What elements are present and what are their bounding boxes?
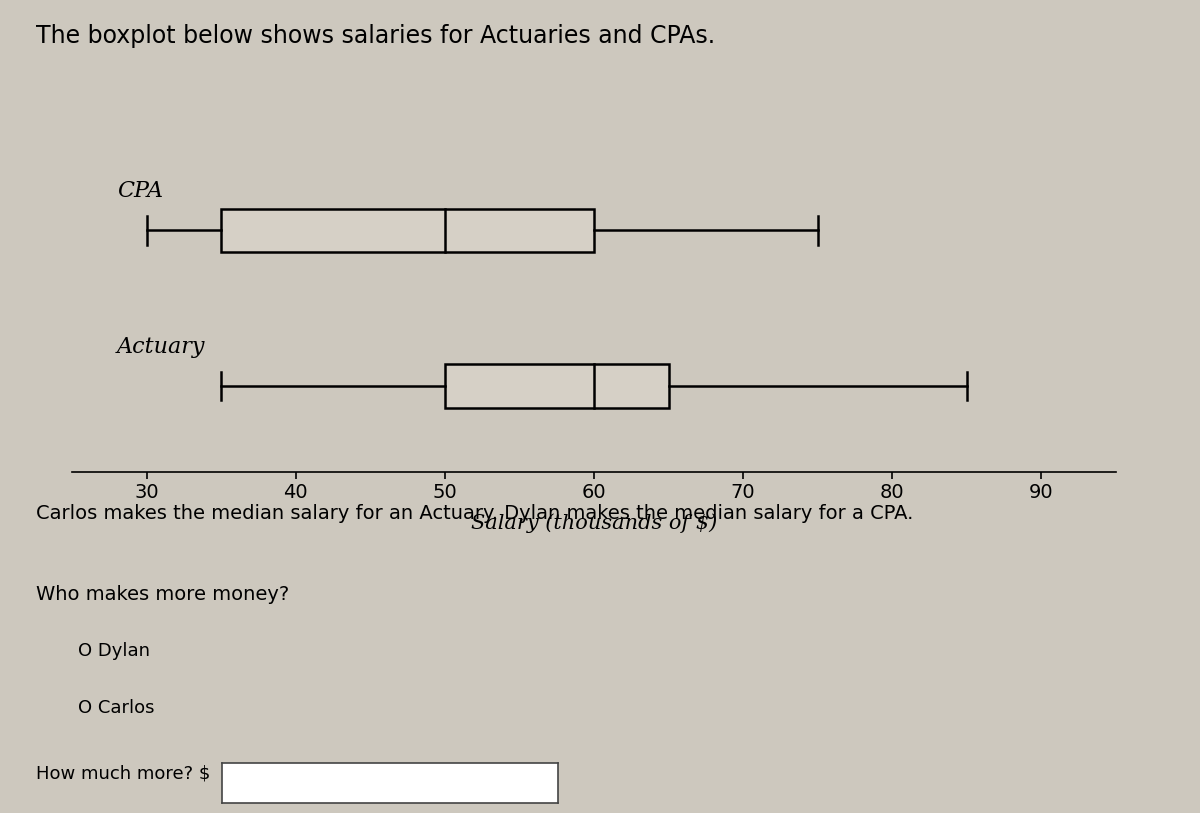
Text: The boxplot below shows salaries for Actuaries and CPAs.: The boxplot below shows salaries for Act… <box>36 24 715 49</box>
X-axis label: Salary (thousands of $): Salary (thousands of $) <box>470 514 718 533</box>
Text: Who makes more money?: Who makes more money? <box>36 585 289 604</box>
Text: Carlos makes the median salary for an Actuary. Dylan makes the median salary for: Carlos makes the median salary for an Ac… <box>36 504 913 523</box>
Text: O Dylan: O Dylan <box>78 642 150 660</box>
Bar <box>445 364 668 408</box>
Text: Actuary: Actuary <box>116 336 205 358</box>
Text: O Carlos: O Carlos <box>78 699 155 717</box>
Text: CPA: CPA <box>116 180 163 202</box>
Bar <box>221 209 594 252</box>
Text: How much more? $: How much more? $ <box>36 764 210 782</box>
